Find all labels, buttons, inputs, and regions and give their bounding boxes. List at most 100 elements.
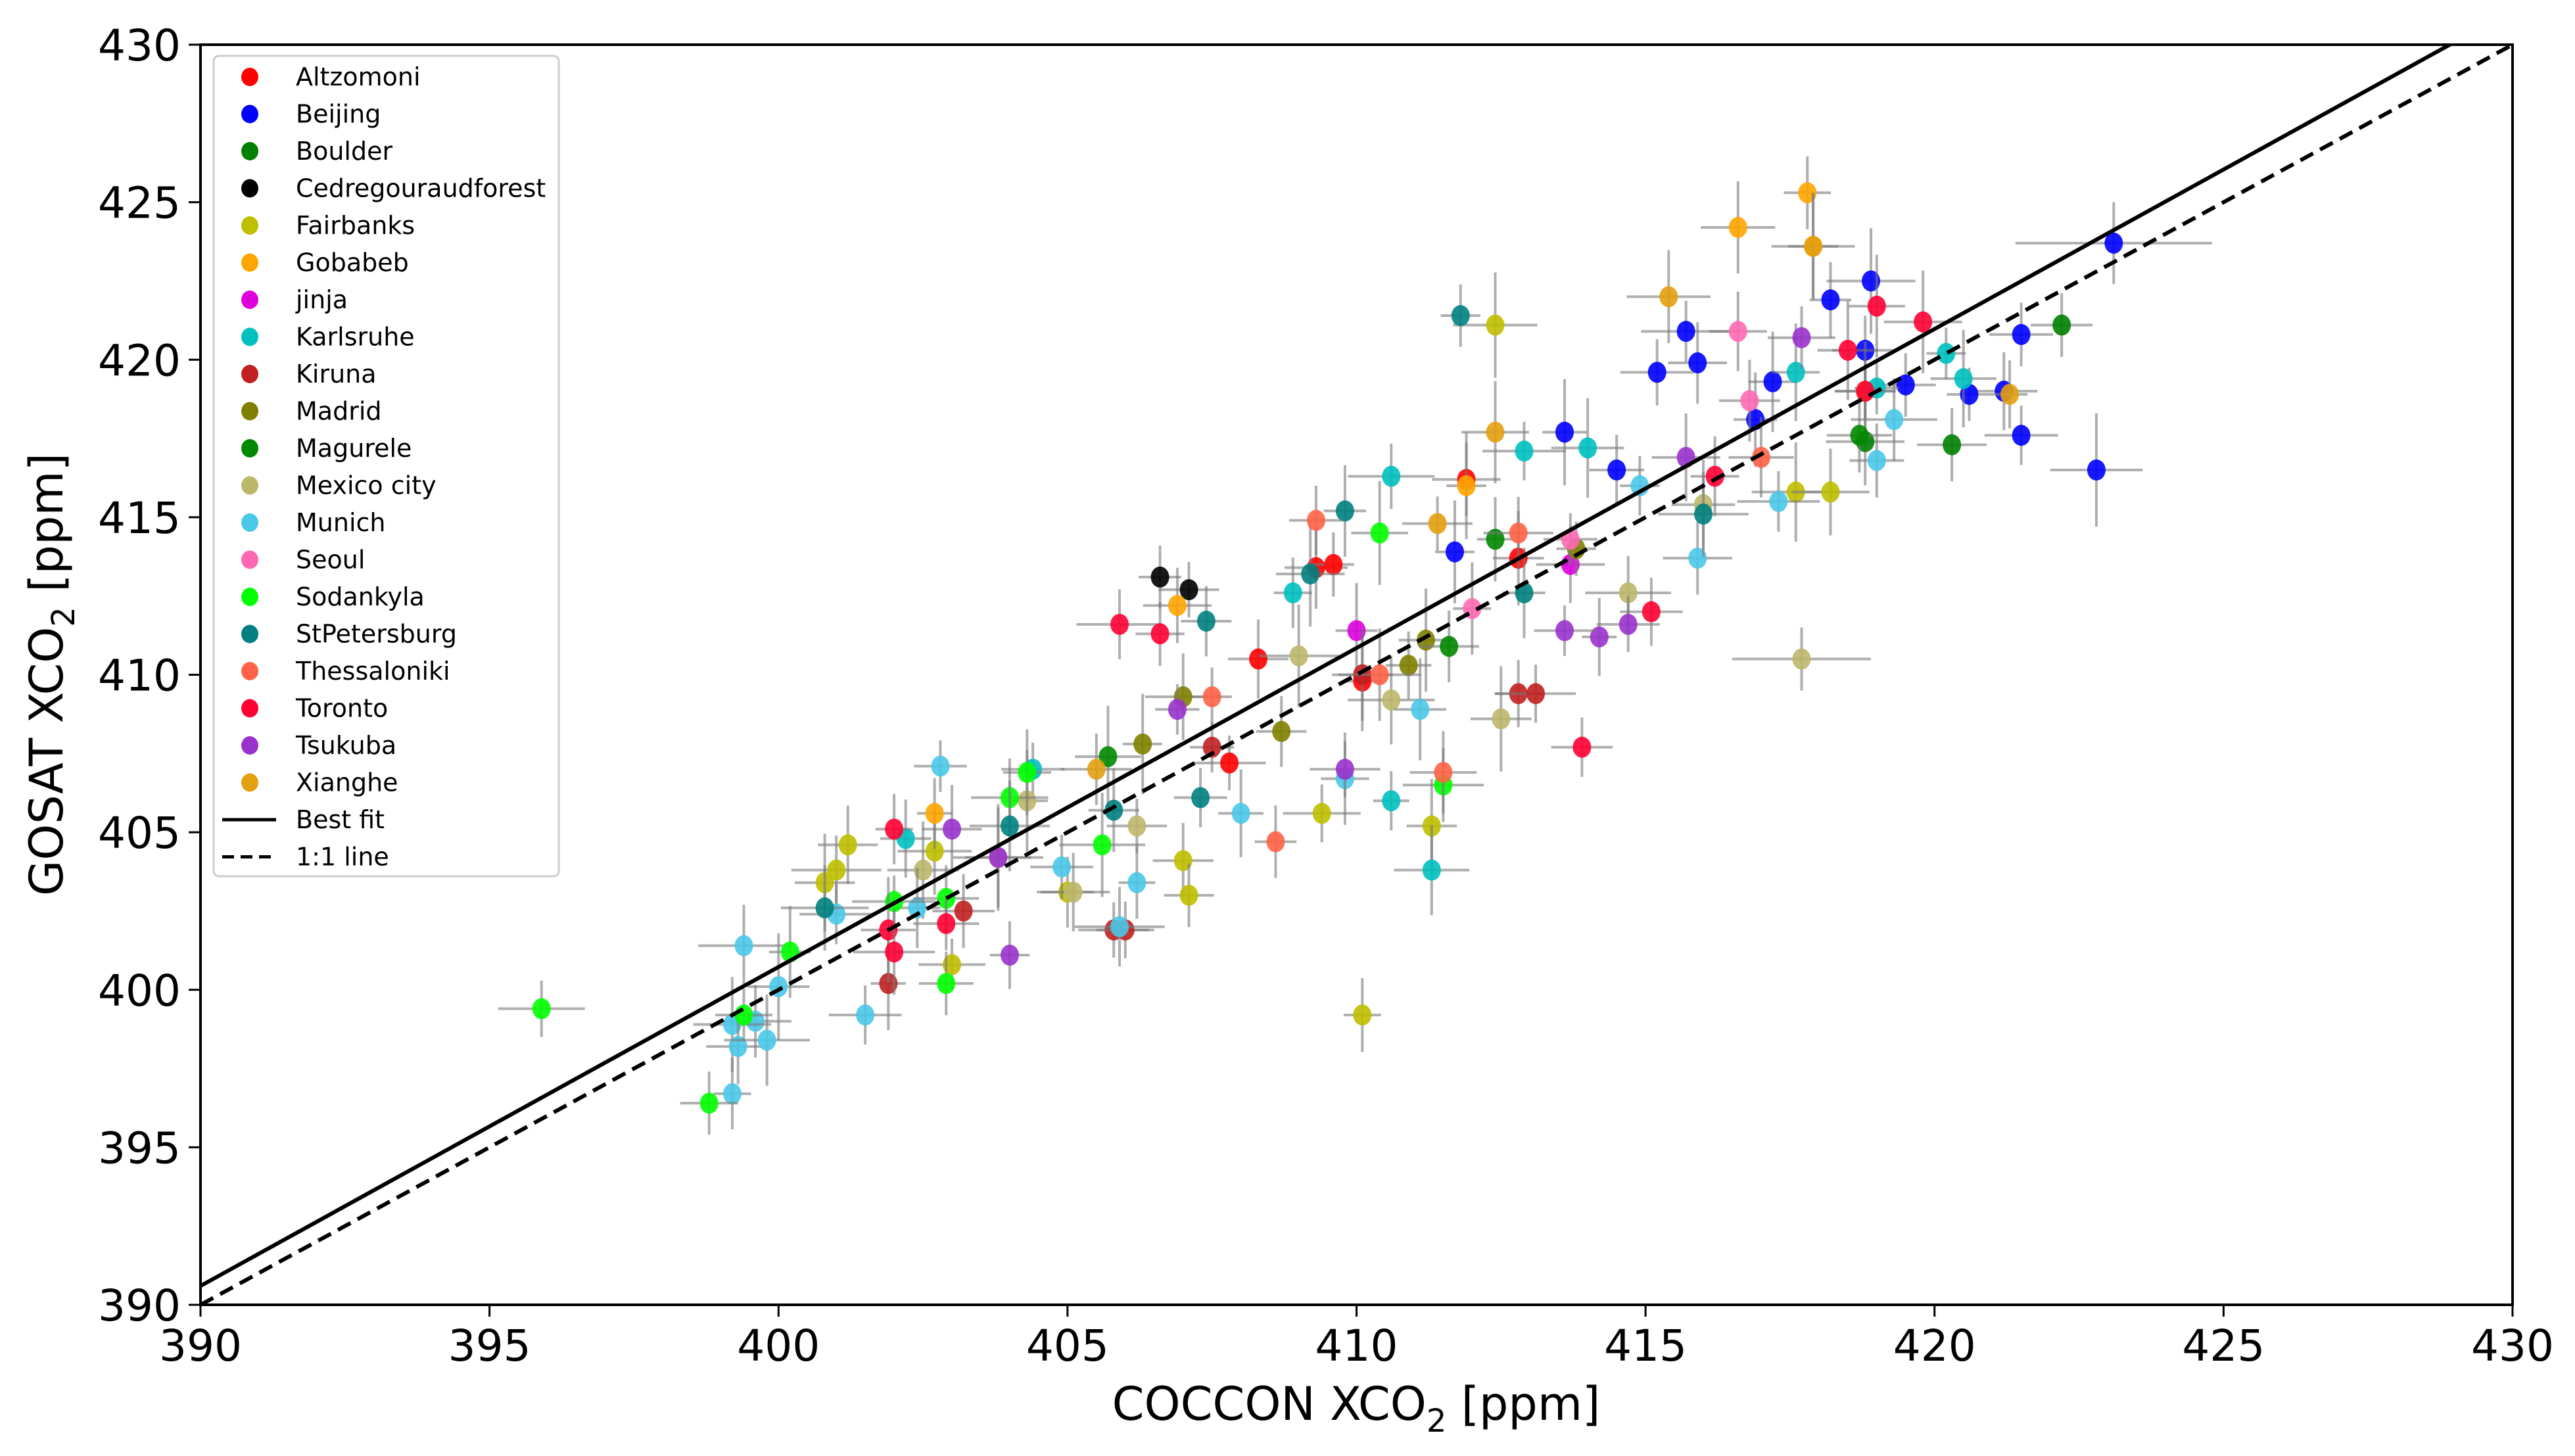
data-point — [1335, 759, 1354, 780]
data-point — [1099, 746, 1118, 768]
legend-marker-icon — [241, 773, 258, 792]
data-point — [1867, 295, 1886, 317]
data-point — [1486, 314, 1505, 336]
legend-marker-icon — [241, 142, 258, 160]
data-point — [1526, 683, 1546, 705]
data-point — [925, 803, 944, 824]
y-axis-title: GOSAT XCO2 [ppm] — [20, 453, 82, 896]
data-point — [1751, 446, 1770, 468]
data-point — [1555, 421, 1574, 443]
series-stpetersburg — [780, 284, 1749, 951]
data-point — [1000, 815, 1019, 837]
data-point — [1220, 752, 1239, 774]
legend: Altzomoni Beijing Boulder Cedregouraudfores… — [212, 55, 560, 878]
data-point — [856, 1004, 875, 1026]
data-point — [1792, 327, 1811, 348]
legend-marker-icon — [241, 327, 258, 346]
legend-marker-icon — [241, 402, 258, 421]
legend-label: Cedregouraudforest — [296, 174, 546, 203]
data-point — [1411, 699, 1430, 720]
data-point — [1728, 216, 1747, 238]
data-point — [1486, 421, 1505, 443]
legend-label: Mexico city — [296, 471, 437, 500]
data-point — [2104, 232, 2123, 254]
data-point — [1087, 759, 1106, 780]
data-point — [734, 1004, 753, 1026]
legend-label: StPetersburg — [296, 620, 457, 649]
data-point — [1763, 371, 1782, 392]
data-point — [937, 913, 956, 935]
series-munich — [693, 378, 1937, 1130]
data-point — [1705, 465, 1724, 487]
data-point — [827, 859, 846, 881]
data-point — [757, 1029, 776, 1051]
legend-item: 1:1 line — [222, 843, 389, 872]
legend-label: Gobabeb — [296, 248, 409, 277]
legend-marker-icon — [241, 550, 258, 569]
legend-item: Xianghe — [241, 768, 398, 797]
data-point — [1306, 509, 1325, 531]
legend-box — [212, 55, 560, 878]
data-point — [1231, 803, 1250, 824]
legend-marker-icon — [241, 439, 258, 458]
data-point — [1434, 762, 1453, 784]
data-point — [1954, 368, 1973, 390]
legend-label: Karlsruhe — [296, 323, 415, 352]
legend-item: Sodankyla — [241, 582, 425, 611]
data-point — [2012, 425, 2031, 446]
data-point — [1555, 620, 1574, 642]
legend-label: Kiruna — [296, 360, 377, 388]
data-point — [937, 973, 956, 995]
data-point — [1301, 563, 1320, 585]
series-altzomoni — [1193, 442, 1544, 791]
legend-label: Xianghe — [296, 768, 398, 797]
x-tick-label: 395 — [448, 1321, 531, 1371]
data-point — [1451, 305, 1470, 327]
series-thessaloniki — [1192, 417, 1794, 878]
data-point — [532, 998, 551, 1020]
data-point — [989, 847, 1008, 868]
plot-area — [498, 156, 2212, 1135]
legend-marker-icon — [241, 662, 258, 680]
data-point — [1370, 664, 1389, 686]
series-seoul — [1453, 291, 1780, 655]
legend-item: Munich — [241, 508, 386, 537]
data-point — [1492, 708, 1511, 730]
data-point — [1676, 321, 1695, 342]
series-beijing — [1435, 202, 2212, 603]
legend-marker-icon — [241, 476, 258, 495]
data-point — [1168, 699, 1187, 720]
data-point — [1324, 553, 1343, 575]
data-point — [1618, 582, 1638, 603]
data-point — [1353, 1004, 1372, 1026]
data-point — [1694, 504, 1713, 525]
data-point — [1509, 522, 1528, 544]
data-point — [1618, 613, 1638, 635]
legend-label: Altzomoni — [296, 62, 421, 91]
data-point — [1196, 611, 1216, 632]
data-point — [1445, 541, 1464, 563]
data-point — [2000, 383, 2020, 405]
data-point — [1127, 872, 1146, 893]
series-xianghe — [1060, 193, 2028, 805]
data-point — [2012, 323, 2031, 345]
y-tick-label: 410 — [98, 651, 181, 701]
data-point — [1659, 286, 1678, 308]
data-point — [1191, 787, 1210, 809]
data-point — [1312, 803, 1331, 824]
legend-label: Toronto — [295, 694, 388, 723]
data-point — [1885, 409, 1904, 431]
data-point — [1937, 342, 1956, 364]
data-point — [1052, 856, 1072, 878]
x-tick-label: 410 — [1315, 1321, 1398, 1371]
data-point — [1179, 579, 1198, 601]
data-point — [1382, 465, 1401, 487]
data-point — [1335, 500, 1354, 522]
data-point — [1607, 459, 1626, 481]
data-point — [722, 1083, 742, 1104]
series-tsukuba — [922, 306, 1835, 989]
legend-marker-icon — [241, 253, 258, 272]
legend-label: jinja — [295, 285, 348, 314]
legend-label: 1:1 line — [296, 843, 389, 872]
data-point — [1133, 733, 1152, 755]
